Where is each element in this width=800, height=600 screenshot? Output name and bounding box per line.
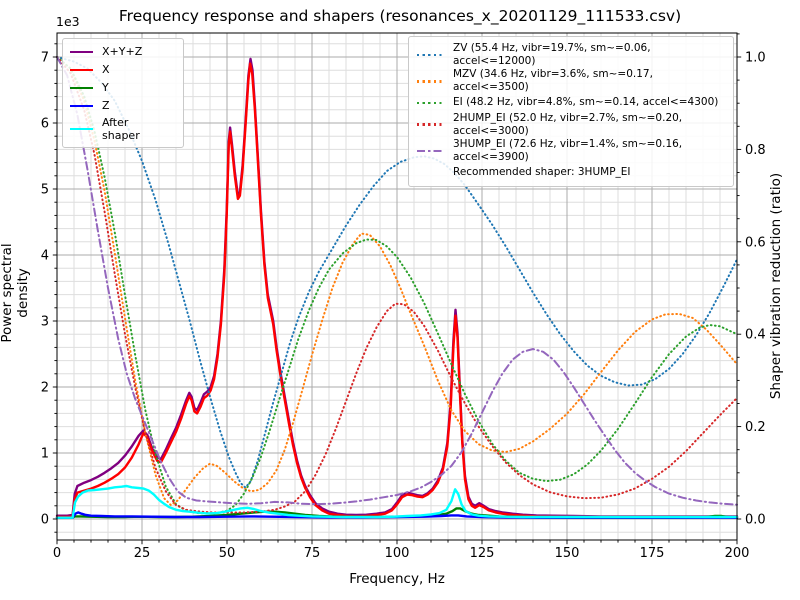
legend-item-label: EI (48.2 Hz, vibr=4.8%, sm~=0.14, accel<… (453, 96, 719, 109)
chart-title: Frequency response and shapers (resonanc… (118, 7, 682, 25)
x-tick-label: 150 (555, 546, 580, 561)
legend-item-label: After shaper (102, 116, 140, 142)
y-left-tick-label: 5 (41, 183, 49, 198)
y-right-tick-label: 0.0 (745, 513, 766, 528)
y-left-offset-label: 1e3 (56, 14, 80, 29)
legend-item-label: MZV (34.6 Hz, vibr=3.6%, sm~=0.17, accel… (453, 68, 653, 94)
tick-labels: 0 25 50 75 100 125 150 175 200 0 1 2 3 4 5 6 7 0.0 0.2 0.4 0… (41, 51, 766, 562)
legend-item-after-shaper: After shaper (70, 115, 176, 143)
legend-item-label: Y (102, 81, 109, 95)
y-right-tick-label: 0.6 (745, 235, 766, 250)
series-zv (56, 56, 738, 489)
legend-item-2hump-ei: 2HUMP_EI (52.0 Hz, vibr=2.7%, sm~=0.20, … (417, 112, 725, 138)
legend-item-label: 2HUMP_EI (52.0 Hz, vibr=2.7%, sm~=0.20, … (453, 111, 683, 137)
legend-line-swatch (70, 68, 93, 72)
psd-legend: X+Y+Z X Y Z After shaper (62, 38, 184, 148)
series-2hump-ei (56, 56, 738, 514)
legend-line-swatch (417, 80, 444, 83)
y-right-axis-label: Shaper vibration reduction (ratio) (768, 172, 784, 400)
legend-item-label: X (102, 63, 110, 77)
x-tick-label: 100 (385, 546, 410, 561)
legend-line-swatch (417, 149, 444, 153)
legend-line-swatch (417, 53, 444, 57)
y-left-tick-label: 3 (41, 315, 49, 330)
data-series (55, 56, 739, 519)
x-tick-label: 50 (219, 546, 236, 561)
x-tick-label: 0 (53, 546, 61, 561)
x-tick-label: 125 (470, 546, 495, 561)
series-3hump-ei (56, 56, 738, 506)
legend-item-z: Z (70, 97, 176, 115)
legend-item-label: Z (102, 99, 110, 113)
series-ei (56, 56, 738, 515)
recommended-shaper-text: Recommended shaper: 3HUMP_EI (453, 165, 631, 178)
legend-item-mzv: MZV (34.6 Hz, vibr=3.6%, sm~=0.17, accel… (417, 68, 725, 94)
legend-line-swatch (70, 127, 93, 131)
legend-recommended-shaper: Recommended shaper: 3HUMP_EI (417, 164, 725, 181)
legend-item-ei: EI (48.2 Hz, vibr=4.8%, sm~=0.14, accel<… (417, 95, 725, 112)
legend-line-swatch (70, 50, 93, 54)
y-left-tick-label: 7 (41, 51, 49, 66)
legend-item-y: Y (70, 79, 176, 97)
legend-item-x: X (70, 61, 176, 79)
legend-item-label: ZV (55.4 Hz, vibr=19.7%, sm~=0.06, accel… (453, 42, 651, 68)
y-right-tick-label: 1.0 (745, 51, 766, 66)
y-left-tick-label: 1 (41, 447, 49, 462)
y-right-tick-label: 0.2 (745, 420, 766, 435)
legend-item-xyz: X+Y+Z (70, 43, 176, 61)
legend-item-label: 3HUMP_EI (72.6 Hz, vibr=1.4%, sm~=0.16, … (453, 137, 683, 163)
x-axis-label: Frequency, Hz (349, 571, 445, 587)
y-left-tick-label: 6 (41, 117, 49, 132)
legend-item-zv: ZV (55.4 Hz, vibr=19.7%, sm~=0.06, accel… (417, 42, 725, 68)
x-tick-label: 200 (725, 546, 750, 561)
x-tick-label: 75 (304, 546, 321, 561)
legend-swatch-spacer (417, 171, 444, 174)
legend-item-label: X+Y+Z (102, 45, 143, 59)
legend-line-swatch (417, 123, 444, 126)
y-left-tick-label: 4 (41, 249, 49, 264)
y-left-tick-label: 0 (41, 513, 49, 528)
y-right-tick-label: 0.4 (745, 328, 766, 343)
legend-line-swatch (70, 104, 93, 108)
shaper-legend: ZV (55.4 Hz, vibr=19.7%, sm~=0.06, accel… (408, 36, 734, 187)
y-left-tick-label: 2 (41, 381, 49, 396)
x-tick-label: 25 (134, 546, 151, 561)
legend-line-swatch (70, 86, 93, 90)
legend-item-3hump-ei: 3HUMP_EI (72.6 Hz, vibr=1.4%, sm~=0.16, … (417, 138, 725, 164)
y-left-axis-label: Power spectral density (0, 243, 31, 343)
series-after-shaper (55, 484, 739, 519)
legend-line-swatch (417, 101, 444, 105)
axis-ticks (52, 33, 742, 545)
series-mzv (56, 56, 738, 507)
x-tick-label: 175 (640, 546, 665, 561)
y-right-tick-label: 0.8 (745, 143, 766, 158)
